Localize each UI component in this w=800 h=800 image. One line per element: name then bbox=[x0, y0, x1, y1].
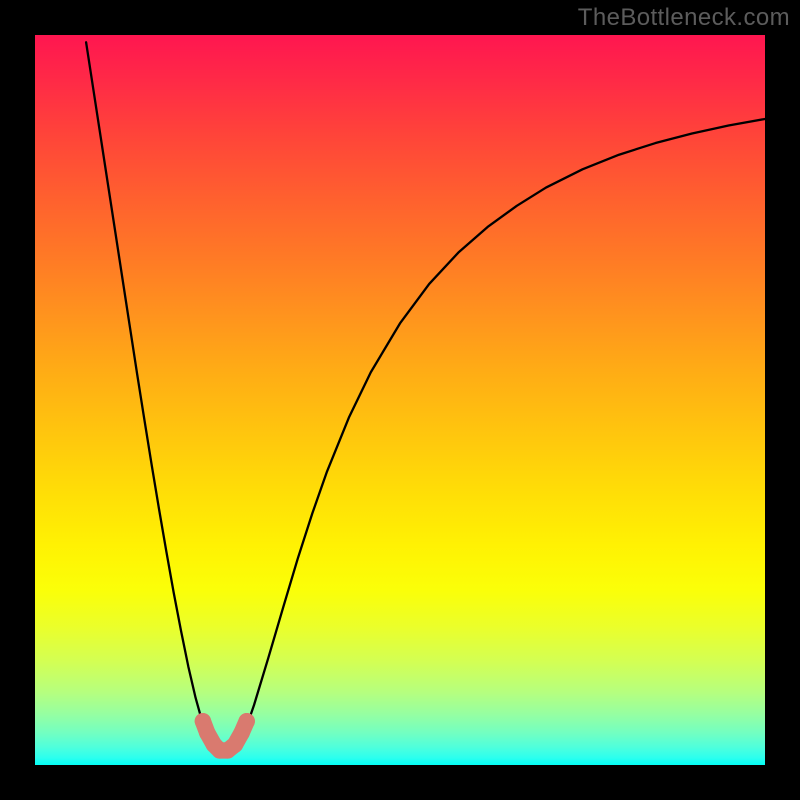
chart-svg bbox=[0, 0, 800, 800]
trough-highlight bbox=[195, 713, 255, 759]
bottleneck-curve bbox=[86, 42, 765, 756]
trough-marker-dot bbox=[239, 713, 255, 729]
